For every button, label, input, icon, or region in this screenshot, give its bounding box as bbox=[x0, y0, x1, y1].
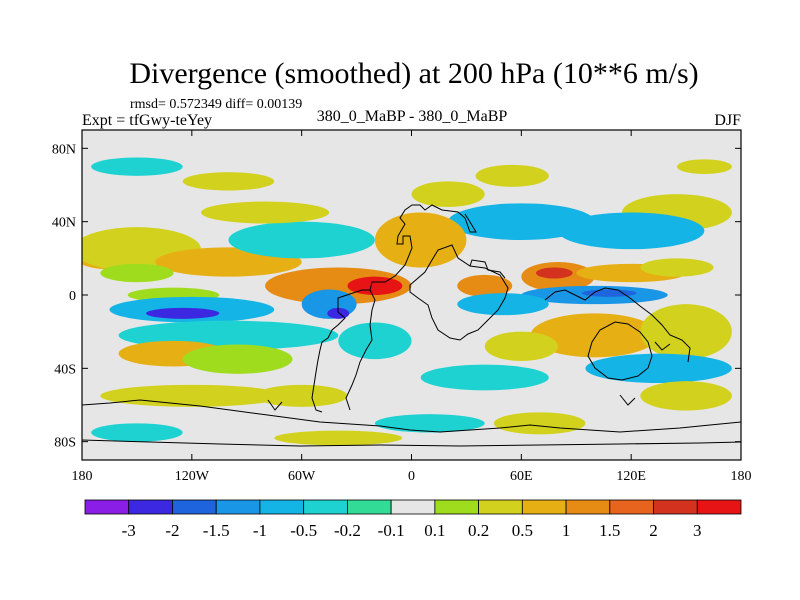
colorbar-label-6: -0.1 bbox=[378, 521, 405, 540]
field-blob-41 bbox=[493, 412, 586, 435]
colorbar-label-13: 3 bbox=[693, 521, 702, 540]
divergence-field bbox=[82, 157, 732, 446]
field-blob-19 bbox=[475, 164, 549, 187]
field-blob-32 bbox=[530, 313, 659, 358]
field-blob-13 bbox=[327, 307, 350, 319]
season-label: DJF bbox=[714, 112, 741, 129]
field-blob-17 bbox=[182, 172, 275, 191]
colorbar bbox=[84, 499, 742, 515]
field-blob-36 bbox=[640, 381, 732, 411]
coastline-eurasia bbox=[469, 259, 506, 279]
field-blob-26 bbox=[535, 267, 573, 279]
field-blob-31 bbox=[457, 293, 549, 316]
coastline-australia bbox=[587, 321, 653, 381]
stats-text: rmsd= 0.572349 diff= 0.00139 bbox=[130, 97, 302, 112]
field-blob-39 bbox=[255, 384, 348, 407]
field-blob-43 bbox=[274, 430, 403, 446]
colorbar-swatch-3 bbox=[215, 499, 261, 515]
colorbar-label-5: -0.2 bbox=[334, 521, 361, 540]
coastline-north-america bbox=[337, 204, 477, 312]
field-blob-15 bbox=[228, 221, 375, 259]
colorbar-swatch-4 bbox=[259, 499, 305, 515]
field-blob-42 bbox=[91, 423, 183, 442]
coastline-antarctica-inner bbox=[82, 439, 741, 447]
y-tick-label-4: 80S bbox=[54, 436, 76, 451]
x-tick-label-6: 180 bbox=[731, 469, 752, 484]
colorbar-label-7: 0.1 bbox=[424, 521, 445, 540]
coastline-africa bbox=[409, 244, 509, 341]
colorbar-swatch-9 bbox=[478, 499, 523, 515]
colorbar-swatch-2 bbox=[172, 499, 217, 515]
field-blob-11 bbox=[182, 344, 293, 374]
colorbar-label-10: 1 bbox=[562, 521, 571, 540]
field-blob-14 bbox=[338, 322, 412, 360]
y-tick-label-0: 80N bbox=[52, 142, 76, 157]
coastlines bbox=[82, 204, 741, 447]
colorbar-label-4: -0.5 bbox=[290, 521, 317, 540]
colorbar-label-8: 0.2 bbox=[468, 521, 489, 540]
field-blob-37 bbox=[420, 364, 549, 391]
x-tick-label-4: 60E bbox=[510, 469, 533, 484]
colorbar-swatch-14 bbox=[696, 499, 742, 515]
colorbar-swatch-5 bbox=[303, 499, 348, 515]
field-blob-24 bbox=[457, 274, 513, 297]
experiment-label: Expt = tfGwy-teYey bbox=[82, 112, 212, 129]
colorbar-swatch-6 bbox=[346, 499, 392, 515]
field-blob-8 bbox=[146, 307, 220, 319]
y-tick-label-2: 0 bbox=[69, 289, 76, 304]
colorbar-label-2: -1.5 bbox=[203, 521, 230, 540]
colorbar-swatch-7 bbox=[390, 499, 436, 515]
x-tick-label-2: 60W bbox=[288, 469, 316, 484]
colorbar-swatch-12 bbox=[609, 499, 654, 515]
field-blob-22 bbox=[557, 212, 705, 250]
colorbar-swatch-11 bbox=[565, 499, 611, 515]
field-blob-40 bbox=[374, 414, 485, 433]
x-tick-label-1: 120W bbox=[175, 469, 210, 484]
x-axis-ticks: 180 120W 60W 0 60E 120E 180 bbox=[72, 130, 752, 484]
y-tick-label-1: 40N bbox=[52, 216, 76, 231]
colorbar-label-0: -3 bbox=[122, 521, 136, 540]
colorbar-swatch-1 bbox=[128, 499, 173, 515]
x-tick-label-5: 120E bbox=[616, 469, 646, 484]
colorbar-swatch-10 bbox=[521, 499, 567, 515]
field-blob-45 bbox=[676, 159, 732, 175]
field-blob-28 bbox=[640, 258, 714, 277]
x-tick-label-3: 0 bbox=[408, 469, 415, 484]
coastline-south-america bbox=[345, 289, 376, 411]
field-blob-34 bbox=[640, 304, 732, 360]
colorbar-swatch-0 bbox=[84, 499, 130, 515]
colorbar-label-11: 1.5 bbox=[599, 521, 620, 540]
colorbar-label-1: -2 bbox=[165, 521, 179, 540]
y-tick-label-3: 40S bbox=[54, 362, 76, 377]
field-blob-35 bbox=[585, 353, 732, 384]
coastline-small-islands bbox=[267, 341, 671, 411]
field-blob-6 bbox=[100, 263, 174, 283]
field-blob-21 bbox=[448, 203, 595, 241]
field-blob-18 bbox=[411, 181, 485, 208]
colorbar-swatch-13 bbox=[653, 499, 698, 515]
coastline-antarctica bbox=[82, 399, 741, 433]
colorbar-label-9: 0.5 bbox=[512, 521, 533, 540]
field-blob-33 bbox=[484, 331, 558, 362]
field-blob-44 bbox=[91, 157, 183, 176]
comparison-label: 380_0_MaBP - 380_0_MaBP bbox=[317, 108, 508, 125]
y-axis-ticks: 80N 40N 0 40S 80S bbox=[52, 142, 741, 451]
coastline-asia bbox=[544, 287, 691, 363]
coastline-central-america bbox=[311, 311, 346, 413]
field-blob-16 bbox=[200, 201, 330, 224]
field-blob-38 bbox=[100, 384, 284, 407]
colorbar-label-12: 2 bbox=[649, 521, 658, 540]
colorbar-label-3: -1 bbox=[253, 521, 267, 540]
x-tick-label-0: 180 bbox=[72, 469, 93, 484]
colorbar-swatch-8 bbox=[434, 499, 480, 515]
field-blob-23 bbox=[374, 212, 467, 268]
chart-title: Divergence (smoothed) at 200 hPa (10**6 … bbox=[129, 57, 698, 90]
colorbar-labels: -3 -2 -1.5 -1 -0.5 -0.2 -0.1 0.1 0.2 0.5 1 1.5 2 3 bbox=[122, 521, 702, 540]
